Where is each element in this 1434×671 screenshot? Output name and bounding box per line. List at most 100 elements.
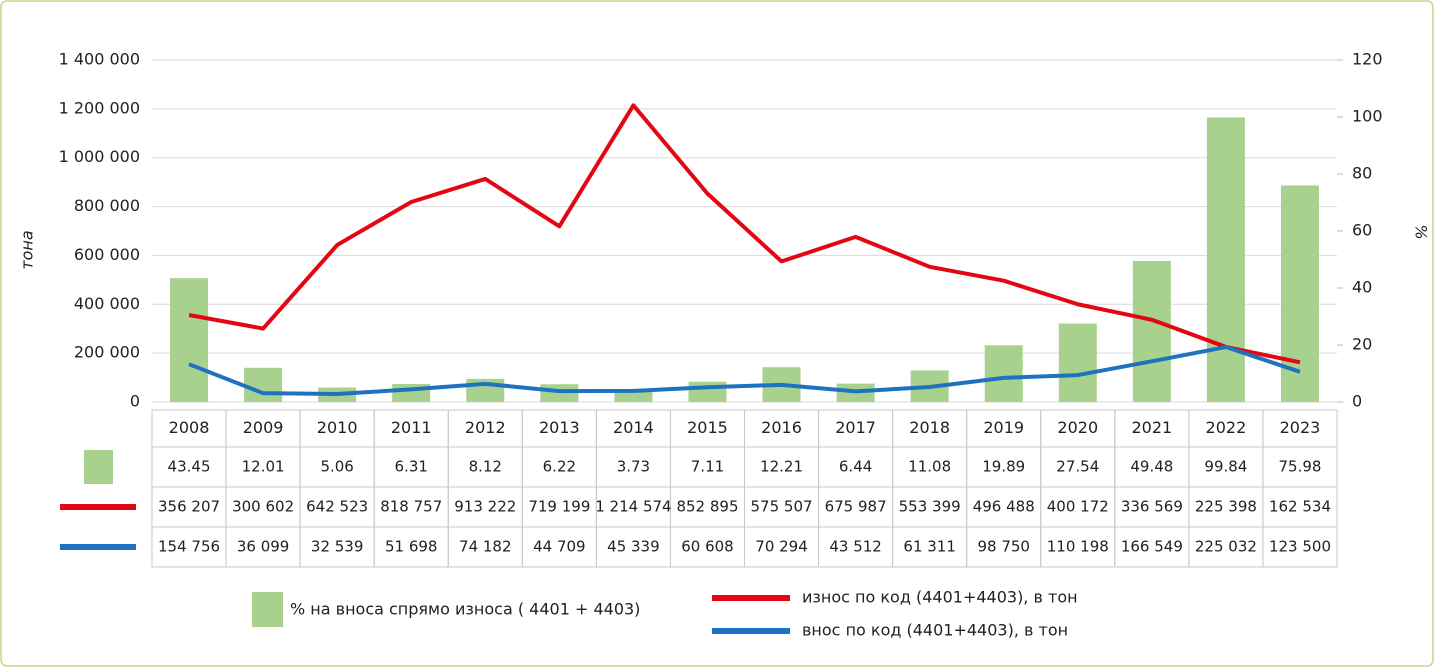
table-value: 6.44 [839, 458, 872, 476]
table-key [84, 450, 113, 484]
category-label: 2017 [835, 418, 876, 437]
bar [1206, 117, 1245, 403]
legend-label: износ по код (4401+4403), в тон [802, 588, 1078, 607]
table-value: 27.54 [1056, 458, 1099, 476]
table-value: 852 895 [676, 498, 738, 516]
category-label: 2019 [983, 418, 1024, 437]
bar [614, 391, 653, 402]
table-value: 675 987 [825, 498, 887, 516]
y2-tick-label: 100 [1352, 107, 1383, 126]
category-label: 2008 [169, 418, 210, 437]
y-tick-label: 1 400 000 [59, 50, 140, 69]
bar [984, 345, 1023, 402]
table-value: 6.22 [543, 458, 576, 476]
category-label: 2010 [317, 418, 358, 437]
y-tick-label: 1 200 000 [59, 98, 140, 117]
y2-tick-label: 120 [1352, 50, 1383, 69]
y-tick-label: 0 [130, 392, 140, 411]
category-label: 2022 [1206, 418, 1247, 437]
category-label: 2009 [243, 418, 284, 437]
table-value: 225 398 [1195, 498, 1257, 516]
table-value: 45 339 [607, 538, 660, 556]
y-tick-label: 400 000 [74, 294, 140, 313]
table-value: 75.98 [1278, 458, 1321, 476]
table-value: 336 569 [1121, 498, 1183, 516]
category-label: 2021 [1131, 418, 1172, 437]
y2-axis-label: % [1412, 224, 1431, 239]
table-value: 913 222 [454, 498, 516, 516]
table-value: 496 488 [973, 498, 1035, 516]
line [188, 345, 1301, 397]
table-value: 60 608 [681, 538, 734, 556]
category-label: 2016 [761, 418, 802, 437]
table-value: 32 539 [311, 538, 364, 556]
category-label: 2012 [465, 418, 506, 437]
table-value: 154 756 [158, 538, 220, 556]
y2-tick-label: 40 [1352, 278, 1372, 297]
table-value: 12.01 [242, 458, 285, 476]
bar [170, 278, 209, 402]
category-label: 2020 [1057, 418, 1098, 437]
category-label: 2014 [613, 418, 654, 437]
category-label: 2011 [391, 418, 432, 437]
table-value: 6.31 [395, 458, 428, 476]
category-label: 2023 [1280, 418, 1321, 437]
y-tick-label: 200 000 [74, 343, 140, 362]
category-label: 2015 [687, 418, 728, 437]
bar [1132, 260, 1171, 402]
table-value: 51 698 [385, 538, 438, 556]
table-value: 74 182 [459, 538, 512, 556]
y-tick-label: 1 000 000 [59, 147, 140, 166]
table-value: 1 214 574 [595, 498, 671, 516]
table-value: 98 750 [977, 538, 1030, 556]
category-label: 2018 [909, 418, 950, 437]
y2-tick-label: 60 [1352, 221, 1372, 240]
table-value: 49.48 [1130, 458, 1173, 476]
table-value: 553 399 [899, 498, 961, 516]
line [188, 103, 1301, 365]
table-value: 11.08 [908, 458, 951, 476]
table-value: 61 311 [903, 538, 956, 556]
table-value: 44 709 [533, 538, 586, 556]
y-tick-label: 600 000 [74, 245, 140, 264]
bar [1058, 323, 1097, 402]
table-value: 356 207 [158, 498, 220, 516]
table-value: 70 294 [755, 538, 808, 556]
table-value: 818 757 [380, 498, 442, 516]
table-value: 123 500 [1269, 538, 1331, 556]
table-value: 36 099 [237, 538, 290, 556]
table-value: 642 523 [306, 498, 368, 516]
table-value: 110 198 [1047, 538, 1109, 556]
y-axis-label: тона [18, 230, 37, 269]
legend-swatch [252, 592, 283, 627]
y2-tick-label: 80 [1352, 164, 1372, 183]
y2-tick-label: 0 [1352, 392, 1362, 411]
table-value: 400 172 [1047, 498, 1109, 516]
table-value: 5.06 [320, 458, 353, 476]
y-tick-label: 800 000 [74, 196, 140, 215]
table-value: 19.89 [982, 458, 1025, 476]
bar [1280, 185, 1319, 402]
table-value: 166 549 [1121, 538, 1183, 556]
table-value: 3.73 [617, 458, 650, 476]
bar [540, 384, 579, 402]
table-value: 99.84 [1204, 458, 1247, 476]
table-value: 575 507 [751, 498, 813, 516]
y2-tick-label: 20 [1352, 335, 1372, 354]
table-value: 8.12 [469, 458, 502, 476]
table-value: 162 534 [1269, 498, 1331, 516]
table-value: 719 199 [528, 498, 590, 516]
table-value: 43.45 [168, 458, 211, 476]
table-value: 300 602 [232, 498, 294, 516]
category-label: 2013 [539, 418, 580, 437]
table-value: 225 032 [1195, 538, 1257, 556]
legend-label: % на вноса спрямо износа ( 4401 + 4403) [290, 600, 640, 619]
legend-label: внос по код (4401+4403), в тон [802, 621, 1068, 640]
table-value: 43 512 [829, 538, 882, 556]
bar [244, 367, 283, 402]
table-cell [1262, 526, 1338, 568]
table-value: 12.21 [760, 458, 803, 476]
table-value: 7.11 [691, 458, 724, 476]
